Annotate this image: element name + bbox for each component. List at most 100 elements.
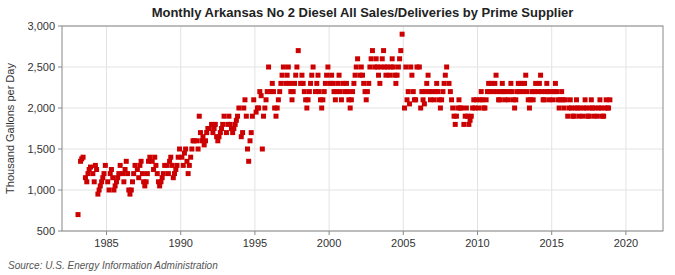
point — [574, 97, 579, 102]
point — [125, 171, 130, 176]
x-tick-label: 2005 — [391, 237, 415, 249]
x-tick — [477, 231, 478, 235]
point — [226, 114, 231, 119]
point — [479, 89, 484, 94]
x-tick — [403, 231, 404, 235]
x-tick — [180, 231, 181, 235]
point — [450, 106, 455, 111]
point — [461, 122, 466, 127]
point — [442, 81, 447, 86]
y-tick — [58, 108, 62, 109]
point — [397, 56, 402, 61]
point — [222, 114, 227, 119]
x-tick-label: 1985 — [94, 237, 118, 249]
point — [301, 81, 306, 86]
point — [124, 159, 129, 164]
point — [307, 89, 312, 94]
point — [453, 122, 458, 127]
y-tick — [58, 26, 62, 27]
point — [407, 101, 412, 106]
point — [273, 114, 278, 119]
point — [294, 65, 299, 70]
point — [508, 81, 513, 86]
point — [408, 65, 413, 70]
point — [364, 97, 369, 102]
point — [271, 89, 276, 94]
point — [325, 65, 330, 70]
point — [355, 56, 360, 61]
point — [235, 114, 240, 119]
point — [366, 81, 371, 86]
point — [311, 65, 316, 70]
point — [439, 97, 444, 102]
point — [220, 122, 225, 127]
point — [350, 89, 355, 94]
point — [144, 179, 149, 184]
point — [354, 65, 359, 70]
point — [338, 89, 343, 94]
x-tick-label: 2015 — [539, 237, 563, 249]
point — [94, 167, 99, 172]
point — [278, 81, 283, 86]
point — [155, 171, 160, 176]
point — [291, 89, 296, 94]
grid — [62, 26, 663, 231]
point — [270, 81, 275, 86]
point — [256, 106, 261, 111]
y-tick — [58, 190, 62, 191]
point — [586, 114, 591, 119]
point — [103, 163, 108, 168]
point — [296, 48, 301, 53]
x-grid-line — [625, 26, 626, 231]
point — [390, 56, 395, 61]
point — [497, 97, 502, 102]
point — [554, 89, 559, 94]
point — [393, 81, 398, 86]
point — [510, 89, 515, 94]
point — [259, 93, 264, 98]
point — [309, 73, 314, 78]
point — [595, 114, 600, 119]
point — [359, 65, 364, 70]
point — [447, 81, 452, 86]
point — [482, 106, 487, 111]
y-tick-label: 3,000 — [27, 20, 55, 32]
point — [444, 65, 449, 70]
point — [360, 73, 365, 78]
point — [506, 97, 511, 102]
point — [565, 114, 570, 119]
point — [261, 114, 266, 119]
point — [251, 97, 256, 102]
point — [387, 73, 392, 78]
point — [377, 81, 382, 86]
point — [317, 89, 322, 94]
point — [454, 114, 459, 119]
point — [244, 114, 249, 119]
point — [260, 147, 265, 152]
point — [189, 147, 194, 152]
point — [262, 106, 267, 111]
point — [550, 97, 555, 102]
point — [329, 73, 334, 78]
y-tick — [58, 149, 62, 150]
point — [538, 73, 543, 78]
point — [367, 65, 372, 70]
point — [432, 97, 437, 102]
point — [241, 106, 246, 111]
chart: 198519901995200020052010201520205001,000… — [0, 0, 675, 275]
point — [524, 89, 529, 94]
point — [322, 89, 327, 94]
source-note: Source: U.S. Energy Information Administ… — [8, 260, 218, 271]
point — [469, 114, 474, 119]
point — [324, 73, 329, 78]
x-grid-line — [180, 26, 181, 231]
point — [559, 89, 564, 94]
point — [109, 167, 114, 172]
point — [183, 147, 188, 152]
point — [422, 101, 427, 106]
x-tick — [254, 231, 255, 235]
point — [413, 97, 418, 102]
point — [84, 179, 89, 184]
point — [597, 97, 602, 102]
point — [105, 179, 110, 184]
